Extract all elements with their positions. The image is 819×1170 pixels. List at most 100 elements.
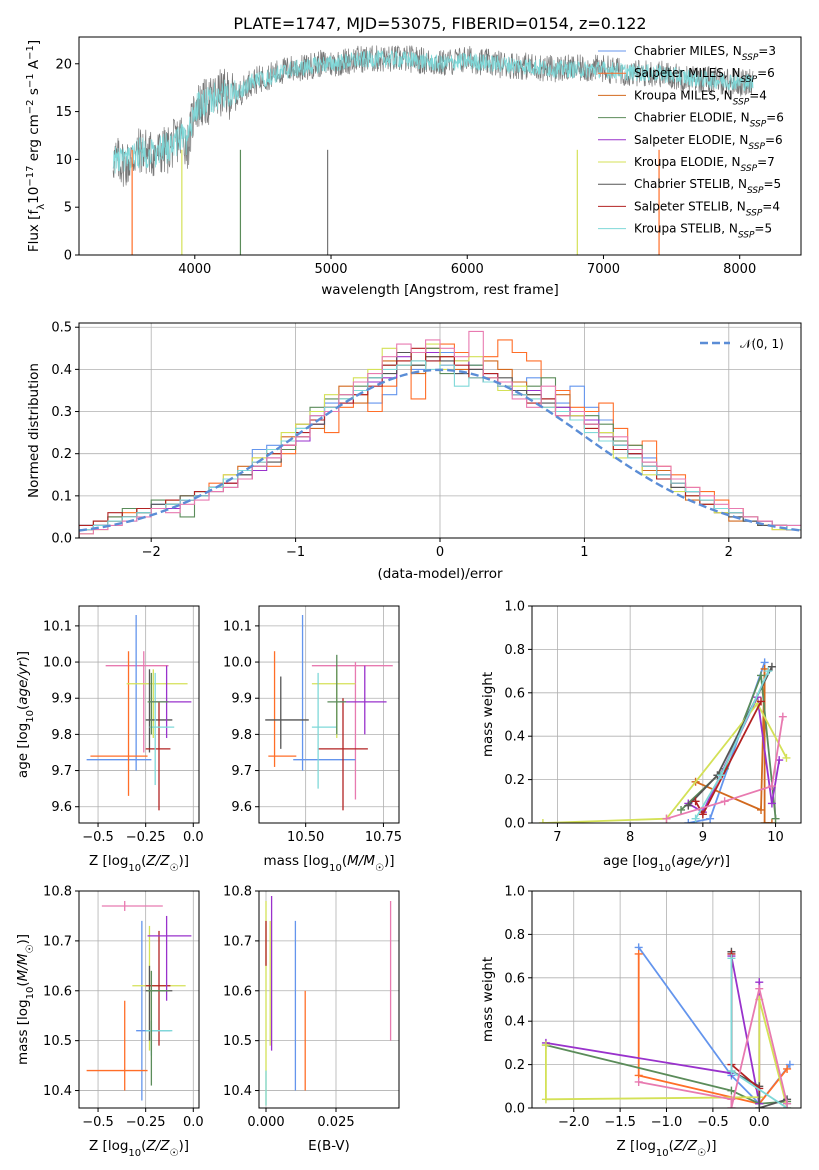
weight-vs-Z-panel: −2.0 −1.5 −1.0 −0.5 0.0 0.0 0.2 0.4 0.6 0.8 1.0 Z [… bbox=[480, 885, 802, 1159]
y-tick-label: 0.4 bbox=[51, 363, 72, 378]
weight-marker bbox=[727, 1095, 736, 1104]
y-tick-label: 10.0 bbox=[43, 656, 72, 671]
y-tick-label: 0.0 bbox=[51, 532, 72, 547]
x-tick-label: 9 bbox=[699, 830, 707, 845]
y-tick-label: 10.6 bbox=[223, 984, 252, 999]
label-part: ( bbox=[15, 981, 31, 986]
y-tick-label: 9.7 bbox=[231, 764, 252, 779]
plot-frame bbox=[78, 322, 802, 539]
legend-sub: SSP bbox=[750, 120, 767, 130]
x-tick-label: 7000 bbox=[587, 262, 620, 277]
label-part: erg cm bbox=[26, 114, 42, 165]
weight-marker bbox=[755, 1104, 764, 1108]
weight-marker bbox=[538, 819, 547, 823]
y-axis-label: mass weight bbox=[480, 672, 496, 757]
x-axis-label: Z [log10(Z/Z☉)] bbox=[617, 1138, 717, 1159]
weight-marker bbox=[727, 1104, 736, 1108]
legend-entry: Salpeter STELIB, NSSP=4 bbox=[634, 199, 780, 218]
residuals-panel: −2 −1 0 1 2 0.0 0.1 0.2 0.3 0.4 0.5 𝒩(0, 1) (data-mo… bbox=[26, 321, 802, 582]
y-tick-label: 9.6 bbox=[231, 800, 252, 815]
label-part: log bbox=[108, 853, 129, 869]
x-axis-label: mass [log10(M/M☉)] bbox=[263, 853, 394, 874]
legend-entry: Chabrier ELODIE, NSSP=6 bbox=[634, 111, 784, 130]
weight-marker bbox=[677, 805, 686, 814]
legend-sub: SSP bbox=[747, 186, 764, 196]
y-tick-label: 0.1 bbox=[51, 489, 72, 504]
label-part: A bbox=[26, 59, 42, 73]
legend-label: Chabrier STELIB, N bbox=[634, 177, 747, 191]
x-axis-label: Z [log10(Z/Z☉)] bbox=[89, 1138, 189, 1159]
x-tick-label: 8 bbox=[626, 830, 634, 845]
label-part: wavelength [Angstrom, rest frame] bbox=[321, 282, 559, 298]
plot-frame bbox=[531, 890, 802, 1109]
spectrum-lines bbox=[112, 45, 754, 255]
label-part: log bbox=[309, 853, 330, 869]
spectrum-series-line bbox=[112, 50, 754, 174]
x-tick-label: 0.0 bbox=[183, 1115, 204, 1130]
x-tick-label: 0.000 bbox=[247, 1115, 284, 1130]
weight-marker bbox=[767, 662, 776, 671]
label-part: )] bbox=[15, 934, 31, 945]
weight-marker bbox=[662, 814, 671, 823]
spectrum-panel: 4000 5000 6000 7000 8000 0 5 10 15 20 Chabrier MIL… bbox=[25, 36, 802, 298]
label-part: ( bbox=[141, 853, 146, 869]
weight-marker bbox=[785, 1060, 794, 1069]
label-part: 10 bbox=[658, 863, 671, 874]
y-tick-label: 9.8 bbox=[51, 728, 72, 743]
weight-marker bbox=[767, 782, 776, 791]
label-part: Flux [ bbox=[26, 215, 42, 253]
gaussian-curve bbox=[79, 368, 801, 532]
x-axis-label: Z [log10(Z/Z☉)] bbox=[89, 853, 189, 874]
label-part: log bbox=[638, 853, 659, 869]
x-tick-label: 0.025 bbox=[317, 1115, 354, 1130]
histogram-step bbox=[79, 330, 801, 538]
label-part: )] bbox=[384, 853, 395, 869]
y-axis-label: mass weight bbox=[480, 957, 496, 1042]
label-part: −1 bbox=[25, 73, 36, 88]
x-tick-label: −1.0 bbox=[651, 1115, 683, 1130]
x-tick-label: 5000 bbox=[314, 262, 347, 277]
label-part: )] bbox=[178, 1138, 189, 1154]
y-tick-label: 9.6 bbox=[51, 800, 72, 815]
y-tick-label: 10.7 bbox=[43, 934, 72, 949]
label-part: ☉ bbox=[375, 863, 384, 874]
legend-entry: Salpeter MILES, NSSP=6 bbox=[634, 66, 775, 85]
legend-sub: SSP bbox=[746, 208, 763, 218]
weight-marker bbox=[684, 801, 693, 810]
weight-marker bbox=[691, 797, 700, 806]
weight-line bbox=[638, 987, 788, 1108]
x-axis-label: E(B-V) bbox=[308, 1138, 350, 1154]
x-tick-label: −2.0 bbox=[558, 1115, 590, 1130]
legend-label: Chabrier MILES, N bbox=[634, 44, 742, 58]
y-tick-label: 10.8 bbox=[223, 885, 252, 900]
label-part: (data-model)/error bbox=[377, 566, 503, 582]
legend-eq: =6 bbox=[765, 133, 783, 147]
weight-lines bbox=[541, 943, 794, 1108]
age-vs-Z-panel: −0.5 −0.25 0.09.69.79.89.910.010.1Z [log10… bbox=[15, 605, 204, 874]
label-part: log bbox=[15, 999, 31, 1020]
label-part: −1 bbox=[25, 45, 36, 60]
y-tick-label: 10.0 bbox=[223, 656, 252, 671]
y-tick-label: 0.3 bbox=[51, 405, 72, 420]
weight-marker bbox=[757, 697, 766, 706]
y-tick-label: 10.6 bbox=[43, 984, 72, 999]
legend-eq: =6 bbox=[766, 111, 784, 125]
x-tick-label: 10 bbox=[767, 830, 784, 845]
label-part: ☉ bbox=[169, 863, 178, 874]
weight-marker bbox=[698, 810, 707, 819]
legend-label: Chabrier ELODIE, N bbox=[634, 111, 750, 125]
label-part: Z [ bbox=[89, 1138, 108, 1154]
x-tick-label: −0.25 bbox=[126, 830, 166, 845]
x-tick-label: −1.5 bbox=[604, 1115, 636, 1130]
label-part: log bbox=[108, 1138, 129, 1154]
y-tick-label: 10 bbox=[55, 153, 72, 168]
label-part: f bbox=[26, 209, 42, 215]
weight-line bbox=[542, 702, 788, 823]
label-part: mass [ bbox=[263, 853, 308, 869]
legend-sub: SSP bbox=[733, 97, 750, 107]
x-tick-label: 10.50 bbox=[287, 830, 324, 845]
label-part: ☉ bbox=[169, 1148, 178, 1159]
label-part: ( bbox=[342, 853, 347, 869]
label-part: ☉ bbox=[697, 1148, 706, 1159]
legend-entry: 𝒩(0, 1) bbox=[740, 337, 784, 351]
